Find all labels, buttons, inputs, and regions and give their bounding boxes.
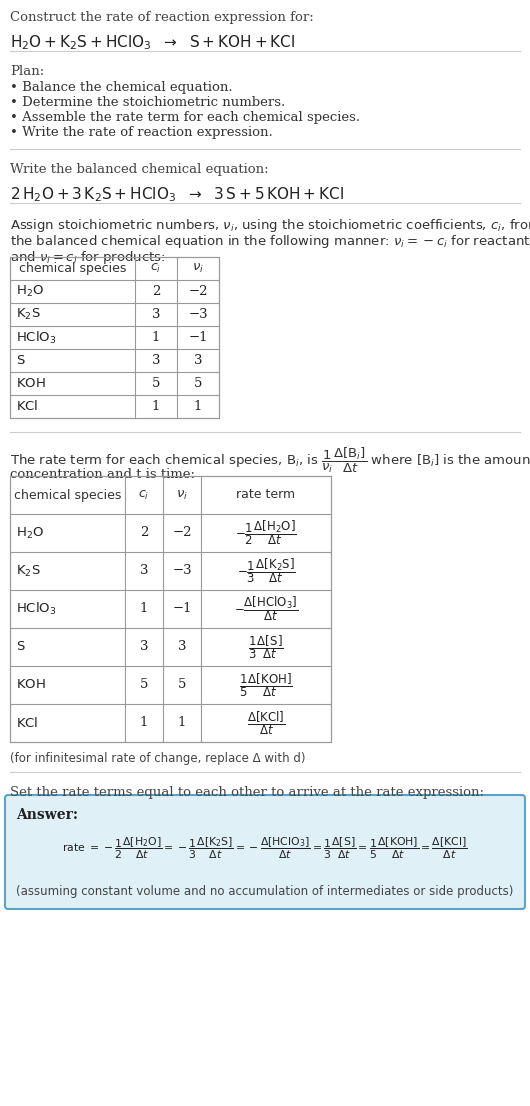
Text: $\dfrac{1}{5}\dfrac{\Delta[\mathrm{KOH}]}{\Delta t}$: $\dfrac{1}{5}\dfrac{\Delta[\mathrm{KOH}]… [239, 671, 293, 699]
Text: Write the balanced chemical equation:: Write the balanced chemical equation: [10, 163, 269, 176]
Text: • Write the rate of reaction expression.: • Write the rate of reaction expression. [10, 126, 273, 139]
Text: 2: 2 [152, 285, 160, 298]
Text: $\mathregular{KCl}$: $\mathregular{KCl}$ [16, 716, 39, 730]
Text: −2: −2 [188, 285, 208, 298]
Text: Plan:: Plan: [10, 65, 44, 79]
Text: $\mathregular{K_2S}$: $\mathregular{K_2S}$ [16, 563, 41, 578]
Text: • Assemble the rate term for each chemical species.: • Assemble the rate term for each chemic… [10, 111, 360, 124]
Text: 3: 3 [152, 307, 160, 321]
Text: the balanced chemical equation in the following manner: $\nu_i = -c_i$ for react: the balanced chemical equation in the fo… [10, 233, 530, 250]
Text: Construct the rate of reaction expression for:: Construct the rate of reaction expressio… [10, 11, 314, 24]
Text: $\mathregular{HClO_3}$: $\mathregular{HClO_3}$ [16, 330, 57, 345]
Text: 3: 3 [140, 564, 148, 577]
Text: 5: 5 [194, 377, 202, 390]
Text: 3: 3 [178, 640, 186, 654]
Text: $c_i$: $c_i$ [138, 489, 149, 501]
Text: 1: 1 [152, 331, 160, 344]
FancyBboxPatch shape [5, 795, 525, 909]
Text: $\mathregular{KCl}$: $\mathregular{KCl}$ [16, 399, 39, 414]
Text: −1: −1 [188, 331, 208, 344]
Text: $\mathregular{H_2O}$: $\mathregular{H_2O}$ [16, 284, 44, 299]
Text: $\mathregular{2\,H_2O + 3\,K_2S + HClO_3}$  $\rightarrow$  $\mathregular{3\,S + : $\mathregular{2\,H_2O + 3\,K_2S + HClO_3… [10, 185, 344, 204]
Text: $\mathregular{S}$: $\mathregular{S}$ [16, 354, 25, 367]
Text: $\mathregular{S}$: $\mathregular{S}$ [16, 640, 25, 654]
Text: $\dfrac{\Delta[\mathrm{KCl}]}{\Delta t}$: $\dfrac{\Delta[\mathrm{KCl}]}{\Delta t}$ [247, 709, 285, 737]
Text: 5: 5 [178, 678, 186, 691]
Text: chemical species: chemical species [19, 262, 126, 275]
Text: 3: 3 [194, 354, 202, 367]
Text: $-\dfrac{1}{3}\dfrac{\Delta[\mathrm{K_2S}]}{\Delta t}$: $-\dfrac{1}{3}\dfrac{\Delta[\mathrm{K_2S… [236, 556, 295, 585]
Text: (for infinitesimal rate of change, replace Δ with d): (for infinitesimal rate of change, repla… [10, 752, 305, 765]
Bar [10, 476, 331, 742]
Bar [10, 257, 219, 418]
Text: rate term: rate term [236, 489, 296, 501]
Text: Set the rate terms equal to each other to arrive at the rate expression:: Set the rate terms equal to each other t… [10, 786, 484, 799]
Text: rate $= -\dfrac{1}{2}\dfrac{\Delta[\mathrm{H_2O}]}{\Delta t}= -\dfrac{1}{3}\dfra: rate $= -\dfrac{1}{2}\dfrac{\Delta[\math… [62, 835, 468, 860]
Text: 5: 5 [152, 377, 160, 390]
Text: Answer:: Answer: [16, 808, 78, 822]
Text: $-\dfrac{\Delta[\mathrm{HClO_3}]}{\Delta t}$: $-\dfrac{\Delta[\mathrm{HClO_3}]}{\Delta… [234, 595, 298, 624]
Text: −3: −3 [172, 564, 192, 577]
Text: $\mathregular{H_2O + K_2S + HClO_3}$  $\rightarrow$  $\mathregular{S + KOH + KCl: $\mathregular{H_2O + K_2S + HClO_3}$ $\r… [10, 33, 295, 52]
Text: 3: 3 [152, 354, 160, 367]
Text: Assign stoichiometric numbers, $\nu_i$, using the stoichiometric coefficients, $: Assign stoichiometric numbers, $\nu_i$, … [10, 217, 530, 234]
Text: $\nu_i$: $\nu_i$ [192, 262, 204, 275]
Text: $\nu_i$: $\nu_i$ [176, 489, 188, 501]
Text: 5: 5 [140, 678, 148, 691]
Text: and $\nu_i = c_i$ for products:: and $\nu_i = c_i$ for products: [10, 249, 165, 267]
Text: $\mathregular{H_2O}$: $\mathregular{H_2O}$ [16, 525, 44, 541]
Text: concentration and t is time:: concentration and t is time: [10, 468, 195, 481]
Text: $c_i$: $c_i$ [151, 262, 162, 275]
Text: (assuming constant volume and no accumulation of intermediates or side products): (assuming constant volume and no accumul… [16, 886, 514, 898]
Text: 1: 1 [140, 717, 148, 730]
Text: 3: 3 [140, 640, 148, 654]
Text: $\mathregular{HClO_3}$: $\mathregular{HClO_3}$ [16, 601, 57, 617]
Text: • Determine the stoichiometric numbers.: • Determine the stoichiometric numbers. [10, 96, 285, 109]
Text: $\dfrac{1}{3}\dfrac{\Delta[\mathrm{S}]}{\Delta t}$: $\dfrac{1}{3}\dfrac{\Delta[\mathrm{S}]}{… [248, 633, 284, 661]
Text: $\mathregular{K_2S}$: $\mathregular{K_2S}$ [16, 307, 41, 322]
Text: 1: 1 [140, 603, 148, 616]
Text: $-\dfrac{1}{2}\dfrac{\Delta[\mathrm{H_2O}]}{\Delta t}$: $-\dfrac{1}{2}\dfrac{\Delta[\mathrm{H_2O… [235, 519, 297, 547]
Text: 1: 1 [178, 717, 186, 730]
Text: −3: −3 [188, 307, 208, 321]
Text: The rate term for each chemical species, B$_i$, is $\dfrac{1}{\nu_i}\dfrac{\Delt: The rate term for each chemical species,… [10, 446, 530, 476]
Text: chemical species: chemical species [14, 489, 121, 501]
Text: 2: 2 [140, 526, 148, 540]
Text: $\mathregular{KOH}$: $\mathregular{KOH}$ [16, 678, 46, 691]
Text: 1: 1 [152, 400, 160, 413]
Text: −1: −1 [172, 603, 192, 616]
Text: $\mathregular{KOH}$: $\mathregular{KOH}$ [16, 377, 46, 390]
Text: −2: −2 [172, 526, 192, 540]
Text: 1: 1 [194, 400, 202, 413]
Text: • Balance the chemical equation.: • Balance the chemical equation. [10, 81, 233, 94]
